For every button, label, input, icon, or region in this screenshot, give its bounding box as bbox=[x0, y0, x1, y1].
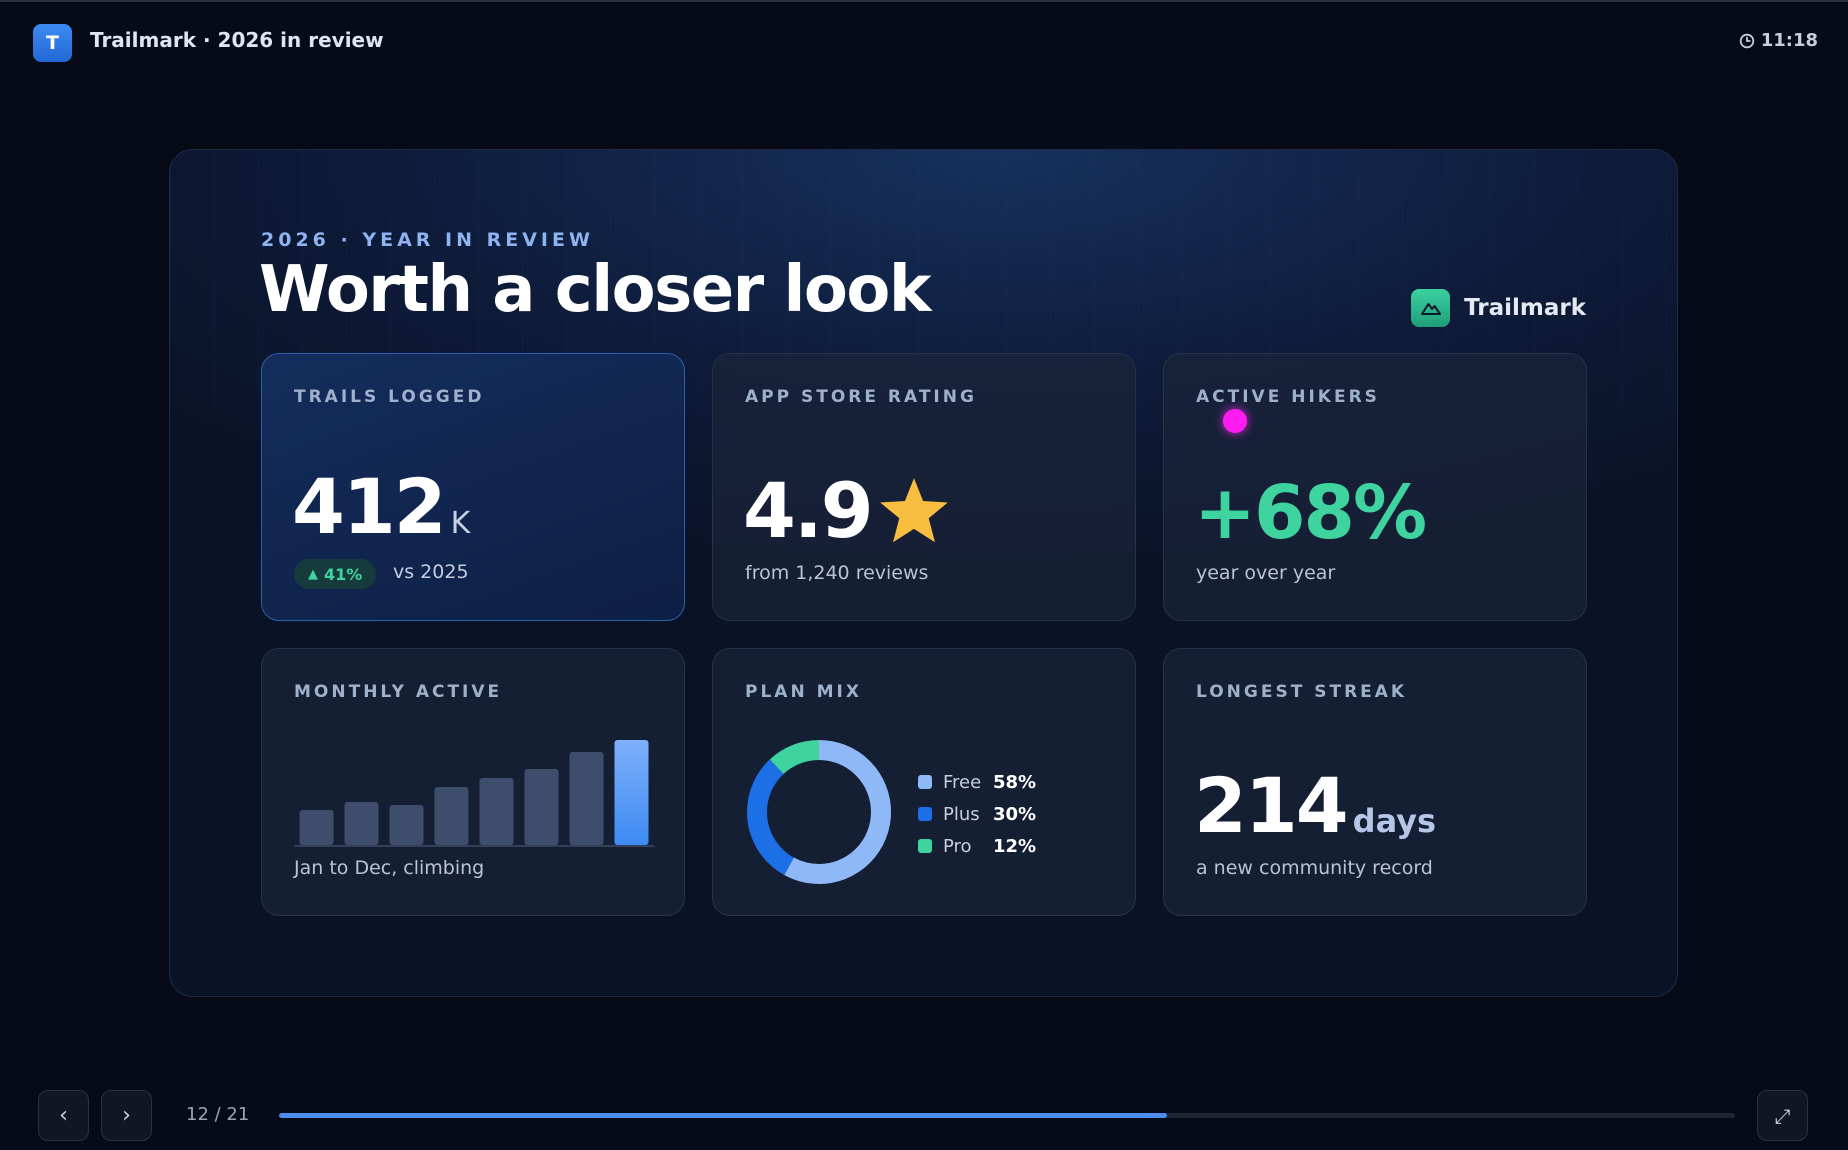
legend-item-pro: Pro 12% bbox=[918, 830, 1036, 862]
legend-label: Pro bbox=[943, 835, 972, 857]
trails-value: 412 K bbox=[292, 462, 470, 551]
progress-bar[interactable] bbox=[279, 1113, 1735, 1118]
active-hikers-card: ACTIVE HIKERS +68% year over year bbox=[1163, 353, 1587, 621]
clock-icon bbox=[1739, 33, 1754, 48]
card-label: MONTHLY ACTIVE bbox=[294, 682, 503, 702]
card-label: ACTIVE HIKERS bbox=[1196, 387, 1380, 407]
plan-mix-donut bbox=[747, 740, 891, 884]
slice-pro bbox=[747, 740, 891, 884]
brand: Trailmark bbox=[1411, 289, 1586, 327]
streak-number: 214 bbox=[1194, 761, 1349, 850]
rating-subtext: from 1,240 reviews bbox=[745, 562, 929, 584]
legend-swatch bbox=[918, 839, 932, 853]
app-store-rating-card: APP STORE RATING 4.9 from 1,240 reviews bbox=[712, 353, 1136, 621]
trails-number: 412 bbox=[292, 462, 447, 551]
trails-unit: K bbox=[450, 506, 471, 541]
bar-8 bbox=[614, 740, 649, 845]
growth-badge: ▲ 41% bbox=[294, 559, 377, 589]
rating-number: 4.9 bbox=[743, 466, 874, 555]
longest-streak-card: LONGEST STREAK 214 days a new community r… bbox=[1163, 648, 1587, 916]
card-label: LONGEST STREAK bbox=[1196, 682, 1408, 702]
slide-counter: 12 / 21 bbox=[186, 1104, 250, 1125]
hikers-value: +68% bbox=[1194, 470, 1427, 556]
slide: 2026 · YEAR IN REVIEW Worth a closer loo… bbox=[169, 149, 1678, 997]
brand-name: Trailmark bbox=[1464, 295, 1586, 321]
card-label: TRAILS LOGGED bbox=[294, 387, 485, 407]
star-icon bbox=[879, 477, 948, 542]
bar-2 bbox=[344, 802, 379, 845]
next-slide-button[interactable]: › bbox=[101, 1090, 152, 1141]
plan-mix-card: PLAN MIX Free 58% Plus 30% Pro 12% bbox=[712, 648, 1136, 916]
monthly-active-chart bbox=[299, 740, 649, 845]
legend-value: 30% bbox=[993, 803, 1037, 825]
legend-item-free: Free 58% bbox=[918, 766, 1036, 798]
plan-legend: Free 58% Plus 30% Pro 12% bbox=[918, 766, 1036, 862]
pointer-cursor bbox=[1223, 409, 1247, 433]
fullscreen-button[interactable]: ⤢ bbox=[1757, 1090, 1808, 1141]
up-arrow-icon: ▲ bbox=[308, 566, 318, 582]
card-label: PLAN MIX bbox=[745, 682, 862, 702]
progress-fill bbox=[279, 1113, 1168, 1118]
hikers-subtext: year over year bbox=[1196, 562, 1336, 584]
top-bar: T Trailmark · 2026 in review 11:18 bbox=[0, 0, 1848, 80]
bar-7 bbox=[569, 752, 604, 845]
legend-value: 58% bbox=[993, 771, 1037, 793]
slide-headline: Worth a closer look bbox=[259, 253, 931, 327]
slide-eyebrow: 2026 · YEAR IN REVIEW bbox=[261, 229, 594, 251]
legend-label: Free bbox=[943, 771, 982, 793]
legend-swatch bbox=[918, 807, 932, 821]
streak-value: 214 days bbox=[1194, 761, 1436, 850]
legend-label: Plus bbox=[943, 803, 980, 825]
bar-1 bbox=[299, 810, 334, 845]
bar-4 bbox=[434, 787, 469, 845]
card-label: APP STORE RATING bbox=[745, 387, 977, 407]
bar-3 bbox=[389, 805, 424, 845]
monthly-subtext: Jan to Dec, climbing bbox=[294, 857, 485, 879]
trails-logged-card: TRAILS LOGGED 412 K ▲ 41% vs 2025 bbox=[261, 353, 685, 621]
legend-value: 12% bbox=[993, 835, 1037, 857]
streak-unit: days bbox=[1352, 802, 1437, 840]
bar-5 bbox=[479, 778, 514, 845]
bottom-bar: ‹ › 12 / 21 ⤢ bbox=[0, 1080, 1848, 1150]
clock-time: 11:18 bbox=[1760, 30, 1818, 51]
mountain-icon bbox=[1411, 289, 1451, 327]
monthly-active-card: MONTHLY ACTIVE Jan to Dec, climbing bbox=[261, 648, 685, 916]
slice-plus bbox=[747, 740, 891, 884]
comparison-text: vs 2025 bbox=[393, 561, 469, 583]
bar-6 bbox=[524, 769, 559, 845]
streak-subtext: a new community record bbox=[1196, 857, 1433, 879]
presentation-title: Trailmark · 2026 in review bbox=[90, 28, 384, 52]
rating-value: 4.9 bbox=[743, 466, 952, 555]
legend-item-plus: Plus 30% bbox=[918, 798, 1036, 830]
app-icon: T bbox=[33, 24, 72, 62]
chart-baseline bbox=[294, 845, 654, 847]
growth-value: 41% bbox=[324, 564, 363, 584]
previous-slide-button[interactable]: ‹ bbox=[38, 1090, 89, 1141]
legend-swatch bbox=[918, 775, 932, 789]
clock: 11:18 bbox=[1739, 30, 1818, 51]
